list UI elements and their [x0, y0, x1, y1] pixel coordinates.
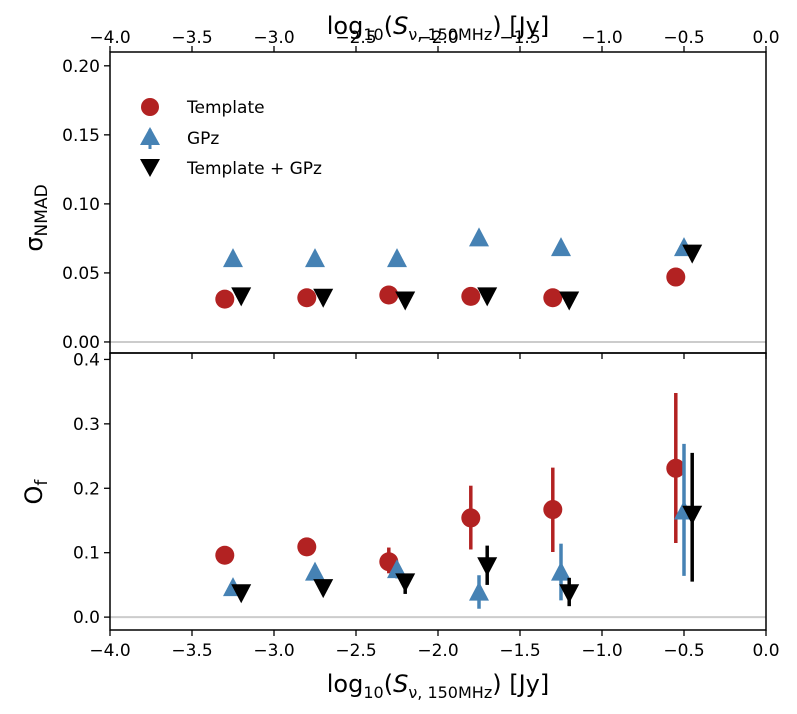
- top-panel: 0.00 0.05 0.10 0.15 0.20 σNMAD: [20, 51, 767, 354]
- top-template-gpz-point: [395, 291, 416, 311]
- bottom-xlabel: log10(Sν, 150MHz) [Jy]: [327, 670, 549, 702]
- top-y-tick-label: 0.00: [62, 333, 100, 353]
- bottom-template-gpz-point: [395, 573, 416, 593]
- bottom-gpz-point: [469, 581, 489, 601]
- top-template-gpz-point: [559, 291, 580, 311]
- top-template-point: [461, 286, 481, 306]
- bottom-y-tick-label: 0.4: [73, 350, 100, 370]
- bottom-x-tick-label: −2.5: [335, 641, 376, 661]
- top-x-tick-label: −4.0: [89, 28, 130, 48]
- top-template-point: [297, 288, 317, 308]
- top-gpz-point: [469, 227, 489, 247]
- bottom-x-tick-label: −4.0: [89, 641, 130, 661]
- legend-label-template-gpz: Template + GPz: [186, 159, 322, 179]
- legend-marker-template: [141, 98, 159, 116]
- top-y-tick-label: 0.20: [62, 57, 100, 77]
- top-x-tick-label: −1.5: [499, 28, 540, 48]
- bottom-template-gpz-point: [682, 505, 703, 525]
- bottom-x-tick-label: 0.0: [752, 641, 779, 661]
- top-ylabel: σNMAD: [20, 184, 52, 251]
- top-x-tick-label: −3.5: [171, 28, 212, 48]
- legend-label-template: Template: [186, 98, 265, 118]
- bottom-x-tick-label: −1.0: [581, 641, 622, 661]
- bottom-template-gpz-point: [313, 579, 334, 599]
- top-gpz-point: [223, 248, 243, 268]
- bottom-y-tick-label: 0.1: [73, 544, 100, 564]
- bottom-template-gpz-point: [477, 557, 498, 577]
- bottom-template-point: [215, 545, 235, 565]
- top-y-tick-label: 0.10: [62, 195, 100, 215]
- top-template-point: [666, 267, 686, 287]
- bottom-y-tick-label: 0.0: [73, 608, 100, 628]
- top-template-gpz-point: [682, 244, 703, 264]
- top-template-gpz-point: [477, 287, 498, 307]
- top-gpz-point: [387, 248, 407, 268]
- bottom-gpz-point: [305, 561, 325, 581]
- top-template-point: [543, 288, 563, 308]
- bottom-x-tick-label: −3.5: [171, 641, 212, 661]
- top-template-gpz-point: [231, 287, 252, 307]
- top-template-point: [215, 289, 235, 309]
- bottom-template-gpz-point: [559, 584, 580, 604]
- top-y-tick-label: 0.15: [62, 126, 100, 146]
- bottom-gpz-point: [551, 561, 571, 581]
- legend-errorbar-gpz: [148, 129, 152, 149]
- top-x-tick-label: −0.5: [663, 28, 704, 48]
- top-gpz-point: [305, 248, 325, 268]
- bottom-panel: 0.0 0.1 0.2 0.3 0.4 Of: [20, 350, 767, 631]
- top-template-gpz-point: [313, 288, 334, 308]
- top-x-axis: −4.0 −3.5 −3.0 −2.5 −2.0 −1.5 −1.0 −0.5 0.0: [89, 28, 780, 52]
- bottom-template-point: [666, 458, 686, 478]
- top-y-tick-label: 0.05: [62, 264, 100, 284]
- legend-marker-template-gpz: [140, 159, 160, 177]
- bottom-y-tick-label: 0.2: [73, 479, 100, 499]
- bottom-template-gpz-point: [231, 584, 252, 604]
- top-x-tick-label: 0.0: [752, 28, 779, 48]
- bottom-panel-frame: [109, 352, 767, 631]
- bottom-y-tick-label: 0.3: [73, 415, 100, 435]
- bottom-x-tick-label: −3.0: [253, 641, 294, 661]
- legend-label-gpz: GPz: [187, 129, 219, 149]
- bottom-x-tick-label: −1.5: [499, 641, 540, 661]
- bottom-template-point: [543, 500, 563, 520]
- top-x-tick-label: −2.0: [417, 28, 458, 48]
- bottom-template-point: [461, 508, 481, 528]
- top-x-tick-label: −1.0: [581, 28, 622, 48]
- legend: Template GPz Template + GPz: [140, 98, 322, 179]
- top-gpz-point: [551, 237, 571, 257]
- top-template-point: [379, 285, 399, 305]
- top-x-tick-label: −3.0: [253, 28, 294, 48]
- top-x-tick-label: −2.5: [335, 28, 376, 48]
- bottom-template-point: [297, 537, 317, 557]
- bottom-x-tick-label: −0.5: [663, 641, 704, 661]
- bottom-x-axis: −4.0 −3.5 −3.0 −2.5 −2.0 −1.5 −1.0 −0.5 0.0: [89, 353, 780, 661]
- bottom-ylabel: Of: [20, 479, 52, 505]
- top-xlabel: log10(Sν, 150MHz) [Jy]: [327, 12, 549, 44]
- bottom-x-tick-label: −2.0: [417, 641, 458, 661]
